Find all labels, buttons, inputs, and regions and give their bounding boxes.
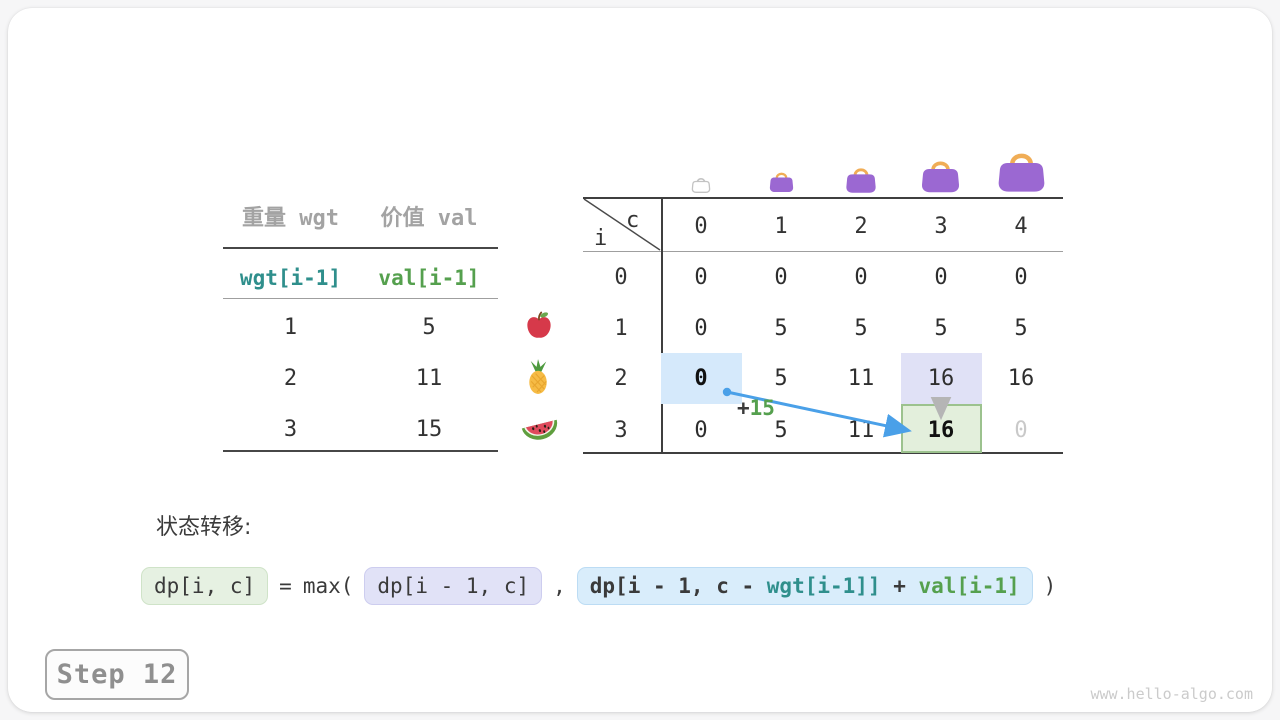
dp-cell: 0 <box>934 265 948 290</box>
step-badge: Step 12 <box>45 649 189 700</box>
dp-cell: 11 <box>847 418 875 443</box>
dp-cell-pending: 0 <box>1014 418 1028 443</box>
dp-table-header-rule <box>583 251 1063 252</box>
dp-corner-row-var: i <box>594 226 608 251</box>
items-table-top-rule <box>223 247 498 249</box>
dp-row-header: 3 <box>614 418 628 443</box>
formula-arg2-wgt: wgt[i-1]] <box>766 574 881 598</box>
formula-arg2: dp[i - 1, c - wgt[i-1]] + val[i-1] <box>576 567 1033 605</box>
pineapple-icon <box>529 359 547 394</box>
dp-cell: 5 <box>774 316 788 341</box>
watermelon-icon <box>521 419 558 440</box>
formula-max-open: max( <box>302 574 354 598</box>
dp-table-bottom-rule <box>583 452 1063 454</box>
dp-cell: 5 <box>854 316 868 341</box>
dp-cell: 0 <box>694 418 708 443</box>
dp-row-header: 1 <box>614 316 628 341</box>
add-value: 15 <box>749 396 775 420</box>
dp-row-header: 2 <box>614 366 628 391</box>
watermark: www.hello-algo.com <box>1090 685 1253 703</box>
state-transition-label: 状态转移: <box>156 515 252 540</box>
dp-row-header: 0 <box>614 265 628 290</box>
dp-cell: 0 <box>854 265 868 290</box>
dp-cell: 5 <box>1014 316 1028 341</box>
formula-arg2-plus: + <box>880 574 919 598</box>
dp-cell: 5 <box>774 418 788 443</box>
dp-corner-col-var: c <box>626 208 640 233</box>
bag-capacity-4-icon <box>998 153 1045 192</box>
dp-col-header: 3 <box>934 214 948 239</box>
items-table-mid-rule <box>223 298 498 299</box>
dp-col-header: 1 <box>774 214 788 239</box>
dp-cell: 5 <box>934 316 948 341</box>
transition-add-label: +15 <box>737 396 775 420</box>
items-header-weight: 重量 wgt <box>242 206 339 231</box>
dp-cell-source: 0 <box>694 366 708 391</box>
dp-col-header: 4 <box>1014 214 1028 239</box>
dp-table-vertical-rule <box>661 198 663 453</box>
formula-equals: = <box>279 574 292 598</box>
item-row-weight: 1 <box>283 315 298 340</box>
dp-cell-compare: 16 <box>927 366 955 391</box>
diagram-card: 重量 wgt 价值 val wgt[i-1] val[i-1] 1 5 2 11… <box>8 8 1272 712</box>
bag-capacity-1-icon <box>769 172 794 193</box>
apple-icon <box>527 311 551 338</box>
dp-cell: 0 <box>694 265 708 290</box>
dp-cell: 16 <box>1007 366 1035 391</box>
state-transition-formula: dp[i, c] = max( dp[i - 1, c] , dp[i - 1,… <box>141 567 1056 605</box>
formula-close: ) <box>1043 574 1057 598</box>
item-row-value: 11 <box>415 366 443 391</box>
item-row-weight: 2 <box>283 366 298 391</box>
bag-capacity-3-icon <box>921 161 960 193</box>
items-header-value: 价值 val <box>380 206 478 231</box>
item-row-value: 5 <box>422 315 436 340</box>
bag-capacity-2-icon <box>846 168 876 193</box>
dp-cell: 0 <box>1014 265 1028 290</box>
items-table-bottom-rule <box>223 450 498 452</box>
item-row-value: 15 <box>415 417 443 442</box>
items-index-weight: wgt[i-1] <box>239 266 342 290</box>
items-index-value: val[i-1] <box>378 266 480 290</box>
dp-cell-target: 16 <box>927 418 955 443</box>
item-row-weight: 3 <box>283 417 298 442</box>
dp-col-header: 0 <box>694 214 708 239</box>
formula-lhs: dp[i, c] <box>141 567 269 605</box>
dp-col-header: 2 <box>854 214 868 239</box>
formula-arg2-val: val[i-1] <box>918 574 1020 598</box>
dp-cell: 11 <box>847 366 875 391</box>
formula-arg2-prefix: dp[i - 1, c - <box>589 574 767 598</box>
dp-cell: 5 <box>774 366 788 391</box>
dp-cell: 0 <box>774 265 788 290</box>
bag-capacity-0-icon <box>691 177 711 193</box>
dp-table-top-rule <box>583 197 1063 199</box>
plus-sign: + <box>737 396 750 420</box>
formula-arg1: dp[i - 1, c] <box>364 567 543 605</box>
highlight-compare-cell <box>901 353 982 404</box>
dp-cell: 0 <box>694 316 708 341</box>
formula-comma: , <box>553 574 566 598</box>
